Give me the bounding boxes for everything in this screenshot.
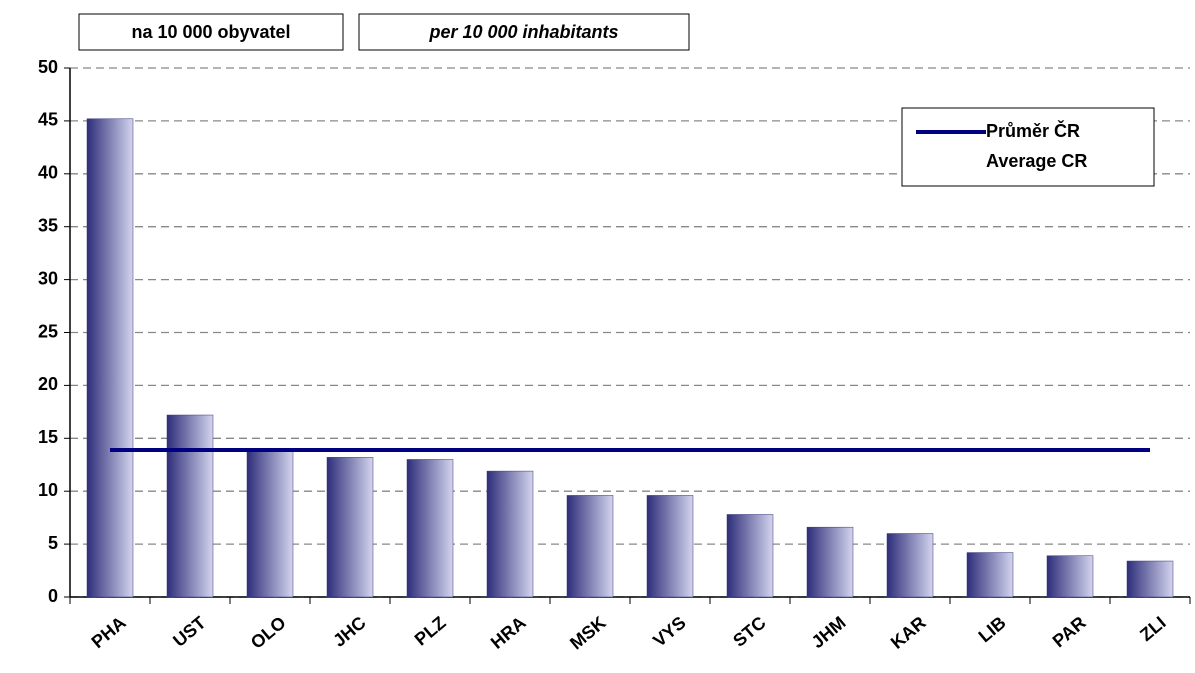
bar	[486, 470, 534, 598]
bar	[86, 118, 134, 598]
legend-label: Average CR	[986, 151, 1087, 171]
y-tick-label: 5	[48, 533, 58, 553]
bar	[1126, 560, 1174, 598]
y-tick-label: 15	[38, 427, 58, 447]
bar	[566, 495, 614, 598]
bar	[246, 449, 294, 598]
y-tick-label: 30	[38, 268, 58, 288]
bar	[886, 533, 934, 598]
x-tick-label: KAR	[887, 612, 930, 652]
y-tick-label: 50	[38, 57, 58, 77]
x-tick-label: PLZ	[411, 612, 450, 649]
annotation-box	[78, 13, 344, 51]
annotation: na 10 000 obyvatel	[131, 22, 290, 42]
bar	[326, 457, 374, 598]
x-tick-label: UST	[169, 612, 209, 650]
annotation: per 10 000 inhabitants	[428, 22, 618, 42]
y-tick-label: 0	[48, 586, 58, 606]
legend-label: Průměr ČR	[986, 120, 1080, 141]
x-tick-label: VYS	[649, 612, 689, 650]
bar	[646, 495, 694, 598]
bar	[406, 459, 454, 598]
x-tick-label: JHC	[329, 612, 369, 650]
bar	[1046, 555, 1094, 598]
annotation-box	[358, 13, 690, 51]
y-tick-label: 40	[38, 163, 58, 183]
x-tick-label: HRA	[487, 612, 530, 652]
bar	[726, 514, 774, 598]
x-tick-label: PAR	[1049, 612, 1090, 651]
y-tick-label: 25	[38, 321, 58, 341]
y-tick-label: 35	[38, 215, 58, 235]
bar	[166, 414, 214, 598]
x-tick-label: MSK	[566, 612, 609, 653]
x-tick-label: LIB	[975, 612, 1010, 646]
y-tick-label: 20	[38, 374, 58, 394]
legend-box	[901, 107, 1155, 187]
x-tick-label: OLO	[247, 612, 290, 652]
bar	[806, 526, 854, 598]
x-tick-label: ZLI	[1136, 612, 1170, 645]
x-tick-label: STC	[729, 612, 769, 650]
bar	[966, 552, 1014, 598]
y-tick-label: 10	[38, 480, 58, 500]
y-tick-label: 45	[38, 110, 58, 130]
x-tick-label: JHM	[808, 612, 850, 652]
x-tick-label: PHA	[88, 612, 130, 652]
